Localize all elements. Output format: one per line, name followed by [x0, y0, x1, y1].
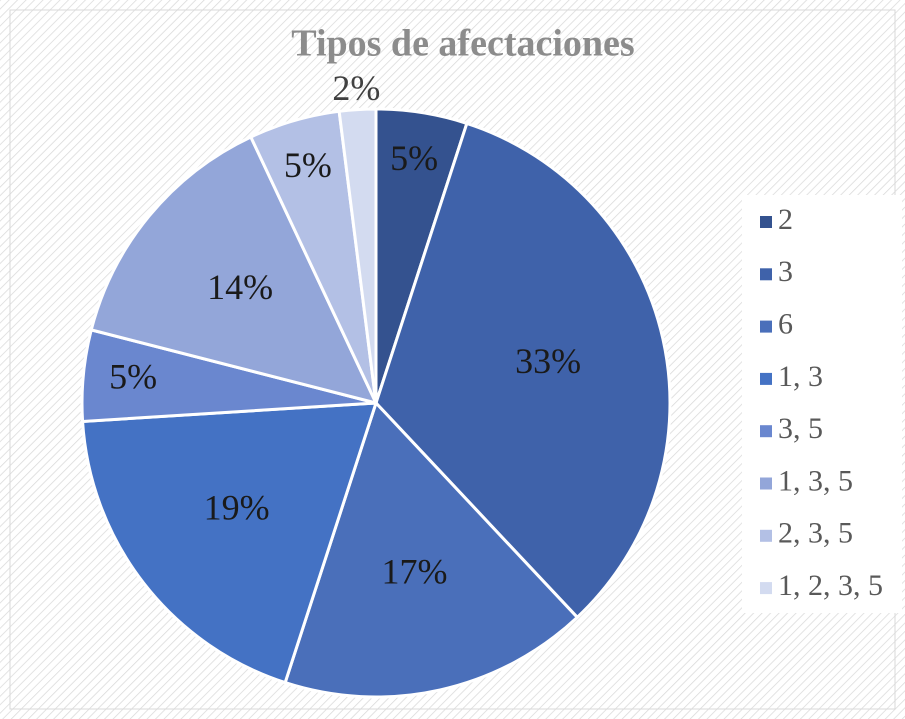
data-label: 14% [207, 267, 273, 307]
data-label: 19% [204, 487, 270, 527]
data-label: 5% [390, 138, 438, 178]
legend-swatch [760, 216, 772, 228]
pie-slice [89, 134, 379, 406]
legend-swatch [760, 582, 772, 595]
data-label: 33% [515, 341, 581, 381]
data-label: 5% [284, 145, 332, 185]
legend-box [742, 195, 902, 613]
legend-swatch [760, 477, 772, 490]
legend-swatch [760, 425, 772, 438]
legend-label: 6 [778, 307, 793, 340]
legend-label: 1, 3, 5 [778, 464, 853, 497]
legend-swatch [760, 372, 772, 385]
legend-label: 3 [778, 255, 793, 288]
data-label: 5% [109, 356, 157, 396]
data-label: 2% [332, 68, 380, 108]
legend-label: 3, 5 [778, 412, 823, 445]
pie-slice [374, 121, 672, 620]
pie-slice [283, 400, 580, 699]
pie-slice [80, 401, 379, 685]
legend-label: 2 [778, 203, 793, 236]
chart-title: Tipos de afectaciones [291, 23, 634, 65]
legend-label: 1, 2, 3, 5 [778, 569, 883, 602]
data-label: 17% [381, 551, 447, 591]
pie-slice [337, 107, 378, 404]
legend-label: 2, 3, 5 [778, 517, 853, 550]
legend-swatch [760, 320, 772, 333]
legend-swatch [760, 529, 772, 542]
legend-label: 1, 3 [778, 360, 823, 393]
legend-swatch [760, 268, 772, 281]
